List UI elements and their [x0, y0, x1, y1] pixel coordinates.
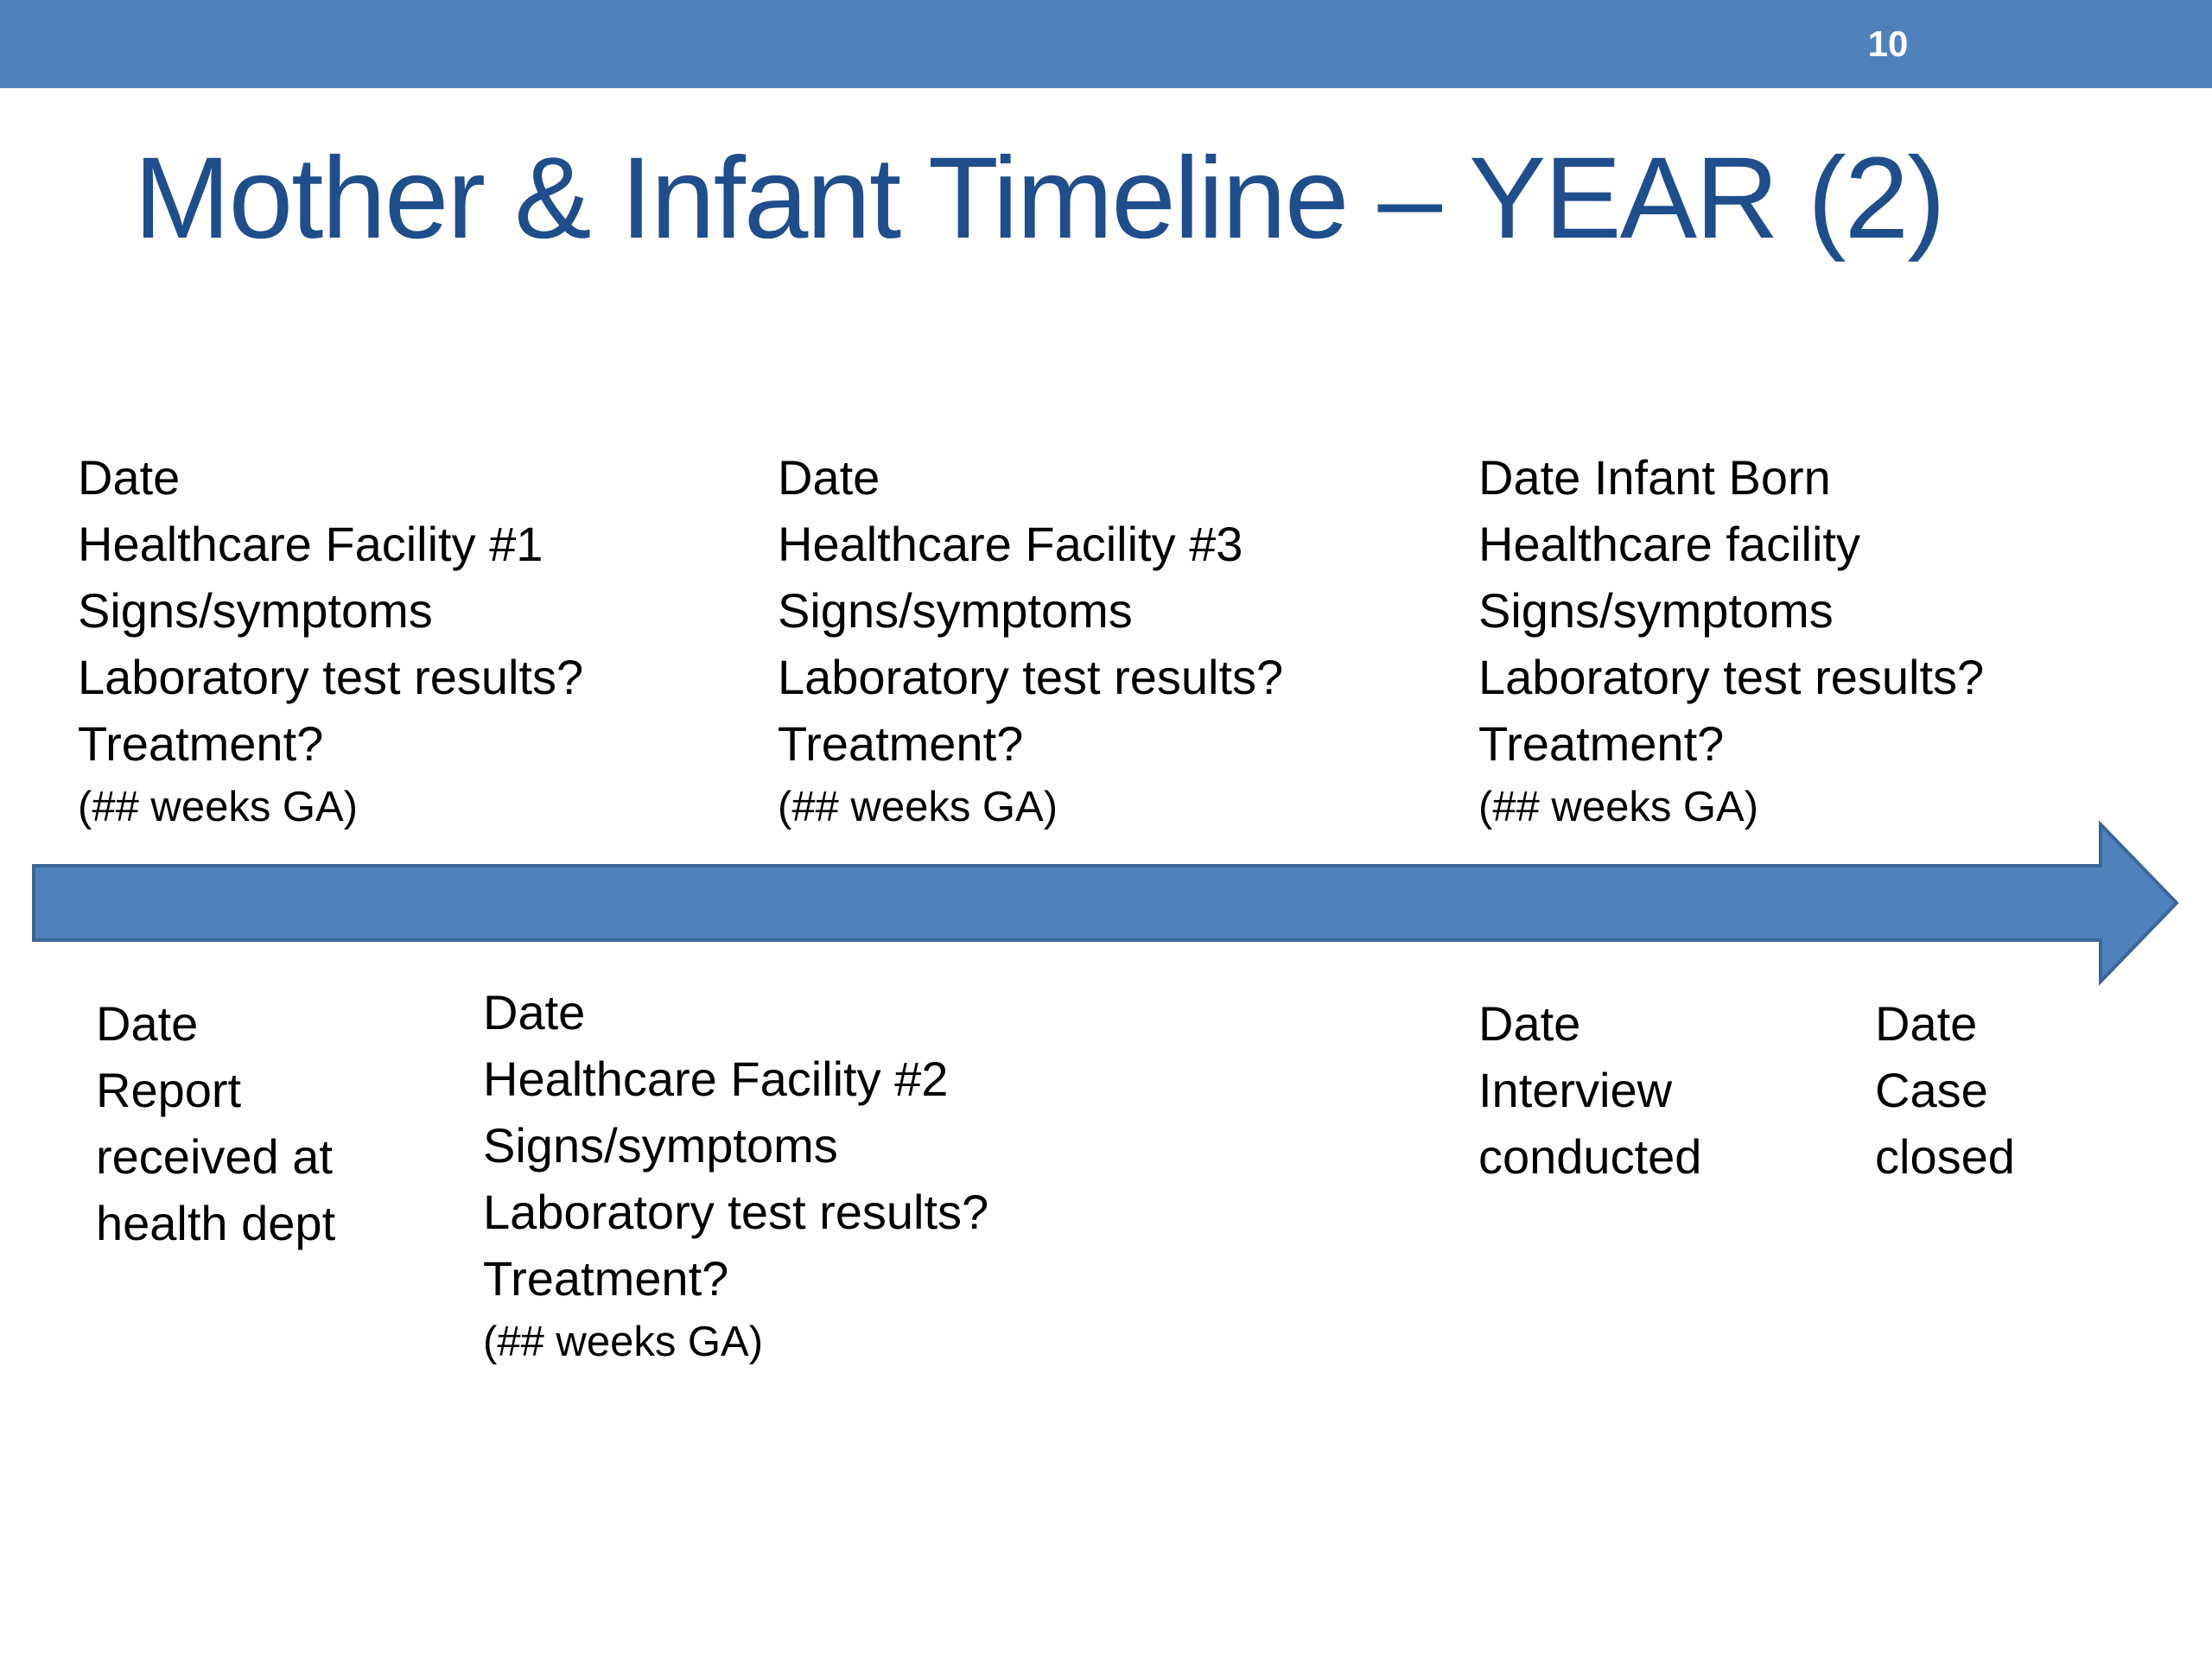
slide-number: 10 [1867, 23, 1909, 64]
event-infant-born: Date Infant Born Healthcare facility Sig… [1478, 444, 1984, 837]
event-facility: Healthcare Facility #2 [483, 1052, 949, 1106]
event-treatment: Treatment? [483, 1251, 729, 1306]
event-lab-results: Laboratory test results? [483, 1185, 989, 1239]
event-symptoms: Signs/symptoms [78, 583, 433, 638]
event-text: Interview [1478, 1063, 1673, 1117]
event-lab-results: Laboratory test results? [1478, 650, 1985, 704]
event-symptoms: Signs/symptoms [1478, 583, 1834, 638]
event-gestational-age: (## weeks GA) [483, 1319, 764, 1365]
event-symptoms: Signs/symptoms [778, 583, 1133, 638]
event-facility-3: Date Healthcare Facility #3 Signs/sympto… [778, 444, 1283, 837]
event-treatment: Treatment? [1478, 716, 1725, 771]
event-text: received at [96, 1129, 333, 1184]
event-treatment: Treatment? [78, 716, 324, 771]
event-text: Case [1875, 1063, 1988, 1117]
event-text: health dept [96, 1196, 336, 1250]
event-lab-results: Laboratory test results? [78, 650, 584, 704]
event-facility-1: Date Healthcare Facility #1 Signs/sympto… [78, 444, 583, 837]
header-bar: 10 [0, 0, 2212, 88]
event-facility-2: Date Healthcare Facility #2 Signs/sympto… [483, 979, 988, 1372]
timeline-arrow [32, 821, 2179, 986]
event-interview-conducted: Date Interview conducted [1478, 990, 1701, 1190]
event-date: Date [78, 450, 181, 505]
event-date: Date [1478, 996, 1581, 1051]
event-gestational-age: (## weeks GA) [78, 784, 359, 830]
event-text: closed [1875, 1129, 2015, 1184]
event-date: Date Infant Born [1478, 450, 1831, 505]
event-date: Date [1875, 996, 1978, 1051]
event-facility: Healthcare Facility #1 [78, 517, 543, 571]
event-report-received: Date Report received at health dept [96, 990, 335, 1256]
event-treatment: Treatment? [778, 716, 1024, 771]
event-case-closed: Date Case closed [1875, 990, 2015, 1190]
event-gestational-age: (## weeks GA) [1478, 784, 1759, 830]
timeline-arrow-shape [32, 821, 2179, 986]
event-text: Report [96, 1063, 242, 1117]
event-date: Date [96, 996, 199, 1051]
event-date: Date [483, 985, 586, 1039]
slide-title: Mother & Infant Timeline – YEAR (2) [134, 134, 1946, 263]
event-gestational-age: (## weeks GA) [778, 784, 1058, 830]
event-date: Date [778, 450, 880, 505]
event-facility: Healthcare Facility #3 [778, 517, 1243, 571]
event-symptoms: Signs/symptoms [483, 1118, 838, 1173]
event-text: conducted [1478, 1129, 1702, 1184]
event-lab-results: Laboratory test results? [778, 650, 1284, 704]
event-facility: Healthcare facility [1478, 517, 1860, 571]
